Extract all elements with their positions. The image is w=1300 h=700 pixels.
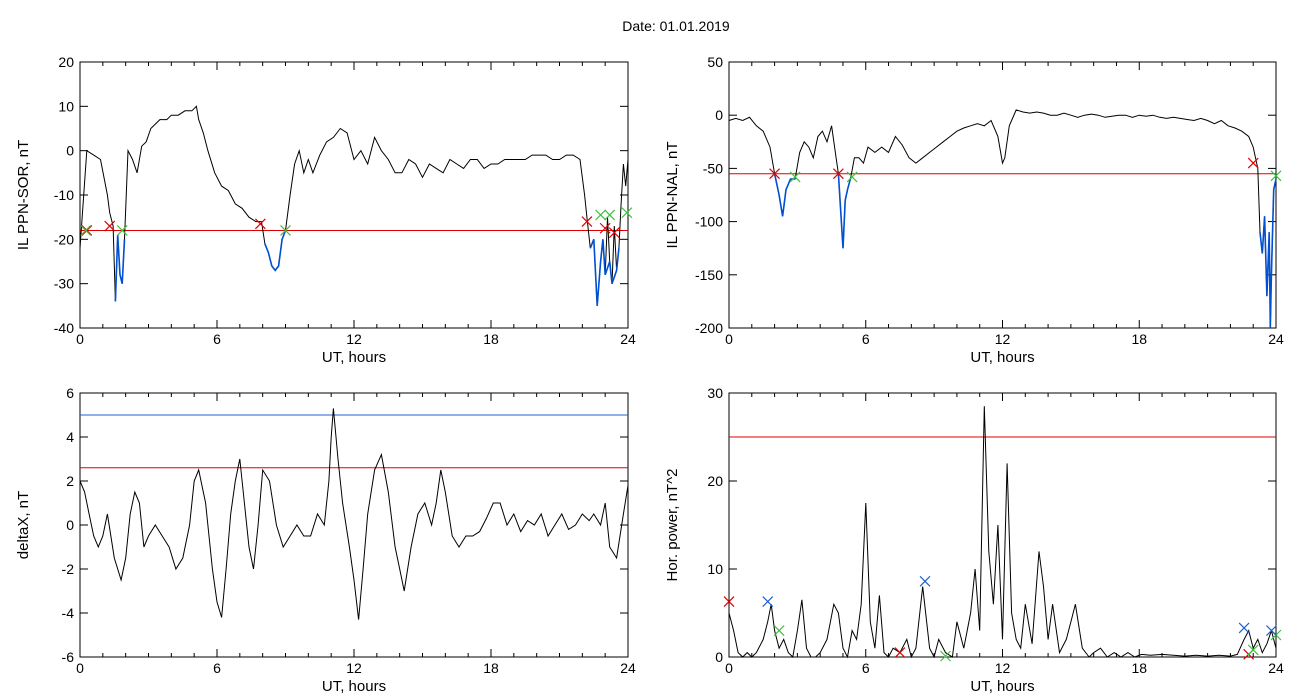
y-tick-label: -30 (54, 276, 74, 292)
start-marker (581, 216, 593, 228)
start-marker (1247, 157, 1259, 169)
series-line (728, 109, 1277, 329)
end-marker (1270, 170, 1282, 182)
y-tick-label: 20 (58, 54, 74, 70)
x-tick-label: 18 (1131, 331, 1147, 347)
event-segment (264, 230, 287, 272)
y-tick-label: 30 (707, 385, 723, 401)
event-segment (114, 234, 126, 302)
y-tick-label: 10 (707, 561, 723, 577)
x-tick-label: 0 (76, 660, 84, 676)
x-tick-label: 24 (1268, 660, 1284, 676)
x-tick-label: 24 (1268, 331, 1284, 347)
x-tick-label: 12 (995, 331, 1011, 347)
x-tick-label: 0 (725, 660, 733, 676)
start-marker (894, 647, 906, 659)
series-line (79, 408, 629, 620)
end-marker (846, 171, 858, 183)
y-tick-label: 0 (715, 649, 723, 665)
y-tick-label: 0 (66, 517, 74, 533)
end-marker (621, 207, 633, 219)
end-marker (940, 650, 951, 662)
x-axis-label: UT, hours (322, 349, 386, 366)
start-marker (723, 596, 735, 607)
end-marker (773, 625, 785, 637)
x-tick-label: 24 (620, 331, 636, 347)
x-tick-label: 6 (862, 660, 870, 676)
peak-marker (919, 575, 931, 587)
y-tick-label: -6 (62, 649, 75, 665)
x-tick-label: 0 (76, 331, 84, 347)
panel-ppn-sor: 0 6 12 18 24 -40 -30 -20 -10 0 10 20 UT, hours IL PPN… (15, 54, 636, 366)
end-marker (789, 171, 801, 183)
x-axis-label: UT, hours (970, 678, 1034, 695)
y-axis-label: IL PPN-SOR, nT (15, 140, 32, 250)
y-tick-label: -150 (695, 267, 723, 283)
event-segment (837, 173, 852, 249)
peak-marker (1238, 622, 1250, 634)
start-marker (769, 168, 781, 180)
y-tick-label: -100 (695, 214, 723, 230)
y-tick-label: 4 (66, 429, 74, 445)
y-tick-label: -4 (62, 605, 75, 621)
plot-frame (728, 392, 1277, 658)
x-tick-label: 18 (483, 660, 499, 676)
y-tick-label: 0 (715, 107, 723, 123)
peak-marker (762, 596, 774, 607)
y-tick-label: -40 (54, 320, 74, 336)
y-tick-label: -50 (703, 160, 723, 176)
end-marker (280, 225, 291, 236)
start-marker (104, 220, 116, 232)
y-tick-label: -10 (54, 187, 74, 203)
y-tick-label: 2 (66, 473, 74, 489)
end-marker (604, 209, 616, 221)
x-tick-label: 12 (346, 331, 362, 347)
y-axis-label: IL PPN-NAL, nT (664, 142, 681, 249)
x-tick-label: 24 (620, 660, 636, 676)
panel-hor-power: 0 6 12 18 24 0 10 20 30 UT, hours Hor. power, nT^2 (664, 385, 1284, 695)
y-tick-label: 10 (58, 98, 74, 114)
start-marker (599, 222, 611, 234)
series-line (728, 406, 1277, 659)
start-marker (254, 218, 266, 230)
y-tick-label: -20 (54, 231, 74, 247)
x-tick-label: 0 (725, 331, 733, 347)
y-axis-label: deltaX, nT (15, 491, 32, 559)
x-tick-label: 18 (1131, 660, 1147, 676)
start-marker (81, 225, 93, 236)
x-axis-label: UT, hours (970, 349, 1034, 366)
y-tick-label: 50 (707, 54, 723, 70)
x-tick-label: 6 (213, 331, 221, 347)
panel-ppn-nal: 0 6 12 18 24 -200 -150 -100 -50 0 50 UT, hours IL PP… (664, 54, 1284, 366)
y-tick-label: 0 (66, 143, 74, 159)
y-tick-label: 6 (66, 385, 74, 401)
end-marker (116, 225, 128, 236)
peak-marker (1266, 625, 1277, 637)
x-tick-label: 6 (213, 660, 221, 676)
plot-frame (79, 392, 629, 658)
y-axis-label: Hor. power, nT^2 (664, 469, 681, 582)
x-axis-label: UT, hours (322, 678, 386, 695)
x-tick-label: 6 (862, 331, 870, 347)
x-tick-label: 12 (995, 660, 1011, 676)
event-segment (1259, 178, 1277, 329)
y-tick-label: -200 (695, 320, 723, 336)
y-tick-label: 20 (707, 473, 723, 489)
y-tick-label: -2 (62, 561, 75, 577)
series-line (79, 105, 629, 306)
event-segment (589, 239, 620, 306)
x-tick-label: 12 (346, 660, 362, 676)
plot-frame (79, 61, 629, 329)
page-title: Date: 01.01.2019 (622, 18, 730, 34)
x-tick-label: 18 (483, 331, 499, 347)
event-segment (773, 173, 796, 217)
start-marker (608, 227, 620, 239)
end-marker (1247, 644, 1259, 656)
end-marker (80, 225, 92, 236)
start-marker (832, 168, 844, 180)
plot-frame (728, 61, 1277, 329)
end-marker (595, 209, 607, 221)
